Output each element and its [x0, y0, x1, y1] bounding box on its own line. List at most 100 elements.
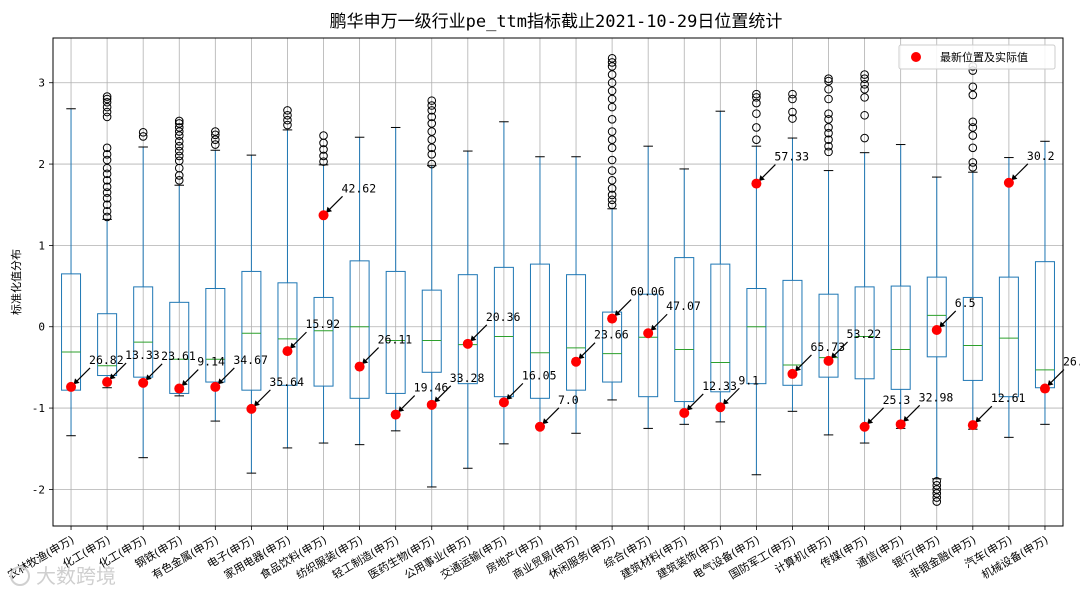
- outlier-point: [824, 141, 833, 151]
- box-body: [854, 286, 875, 380]
- annotation-arrowhead: [939, 321, 946, 328]
- latest-marker: [751, 178, 762, 189]
- box-7: [277, 106, 298, 449]
- outlier-point: [860, 84, 869, 94]
- outlier-point: [319, 157, 328, 166]
- latest-marker: [571, 356, 582, 367]
- outlier-point: [427, 101, 437, 110]
- outlier-point: [607, 86, 617, 96]
- latest-value-11: 33.28: [426, 371, 484, 410]
- box-body: [385, 270, 406, 394]
- annotation-arrowhead: [903, 415, 910, 422]
- outlier-point: [102, 206, 112, 216]
- outlier-point: [102, 92, 112, 101]
- box-body: [277, 282, 298, 386]
- latest-marker: [607, 313, 618, 324]
- latest-value-23: 25.3: [859, 393, 910, 432]
- outlier-point: [932, 489, 942, 498]
- box-body: [313, 296, 334, 387]
- outlier-point: [211, 135, 220, 144]
- outlier-point: [102, 212, 112, 222]
- latest-marker: [715, 402, 726, 413]
- box-15: [566, 156, 587, 434]
- outlier-point: [607, 143, 617, 153]
- outlier-point: [174, 127, 184, 136]
- outlier-point: [427, 112, 437, 122]
- outlier-point: [174, 151, 184, 161]
- outlier-point: [138, 132, 148, 141]
- legend: 最新位置及实际值: [898, 44, 1056, 70]
- latest-marker: [1039, 383, 1050, 394]
- box-16: [602, 54, 623, 401]
- outlier-point: [283, 120, 292, 130]
- box-25: [926, 176, 947, 506]
- annotation-arrowhead: [722, 398, 729, 405]
- outlier-point: [932, 481, 942, 490]
- outlier-point: [607, 54, 617, 63]
- outlier-point: [968, 163, 978, 172]
- outlier-point: [102, 193, 112, 203]
- latest-value-25: 6.5: [931, 296, 976, 335]
- latest-value-label: 32.98: [919, 390, 954, 404]
- outlier-point: [968, 143, 978, 153]
- box-body: [602, 311, 623, 383]
- legend-box: [898, 44, 1056, 70]
- latest-value-label: 47.07: [666, 299, 701, 313]
- outlier-point: [968, 117, 978, 127]
- latest-value-label: 9.1: [738, 373, 759, 387]
- box-body: [674, 257, 695, 403]
- latest-value-label: 26.82: [89, 353, 124, 367]
- outlier-point: [102, 200, 112, 210]
- annotation-arrowhead: [398, 406, 405, 413]
- outlier-point: [427, 159, 437, 169]
- latest-marker: [390, 409, 401, 420]
- outlier-point: [607, 190, 617, 200]
- outlier-point: [824, 128, 833, 138]
- box-11: [421, 96, 442, 488]
- outlier-point: [174, 116, 184, 126]
- annotation-arrowhead: [326, 206, 333, 213]
- outlier-point: [932, 497, 942, 506]
- outlier-point: [427, 119, 437, 128]
- outlier-point: [174, 123, 184, 132]
- outlier-point: [752, 109, 761, 118]
- box-body: [818, 293, 839, 378]
- annotation-arrowhead: [975, 416, 982, 423]
- outlier-point: [174, 131, 184, 140]
- outlier-point: [102, 188, 112, 197]
- outlier-point: [174, 136, 184, 146]
- outlier-point: [607, 115, 617, 124]
- annotation-arrowhead: [1011, 174, 1018, 181]
- outlier-point: [824, 115, 833, 124]
- latest-value-label: 42.62: [342, 181, 377, 195]
- latest-marker: [210, 381, 221, 392]
- box-27: [998, 157, 1019, 438]
- box-body: [421, 289, 442, 373]
- latest-value-label: 15.92: [305, 317, 340, 331]
- latest-value-14: 7.0: [534, 393, 579, 432]
- box-body: [133, 286, 154, 378]
- outlier-point: [102, 150, 112, 159]
- outlier-point: [607, 58, 617, 67]
- latest-value-label: 6.5: [955, 296, 976, 310]
- outlier-point: [824, 147, 833, 157]
- outlier-point: [788, 89, 797, 99]
- latest-value-label: 34.67: [233, 353, 268, 367]
- annotation-arrowhead: [73, 378, 80, 385]
- latest-value-label: 12.33: [702, 379, 737, 393]
- outlier-point: [607, 176, 617, 185]
- latest-value-label: 65.73: [810, 340, 845, 354]
- box-body: [566, 274, 587, 391]
- latest-marker: [174, 383, 185, 394]
- outlier-point: [102, 182, 112, 192]
- latest-value-19: 9.1: [715, 373, 759, 413]
- outlier-point: [752, 135, 761, 144]
- outlier-point: [932, 493, 942, 502]
- latest-value-label: 16.05: [522, 368, 557, 382]
- latest-value-label: 23.66: [594, 328, 629, 342]
- outlier-point: [968, 123, 978, 132]
- y-tick-label: 1: [38, 239, 45, 252]
- annotation-arrowhead: [794, 365, 801, 372]
- latest-marker: [102, 377, 113, 388]
- outlier-point: [211, 140, 220, 149]
